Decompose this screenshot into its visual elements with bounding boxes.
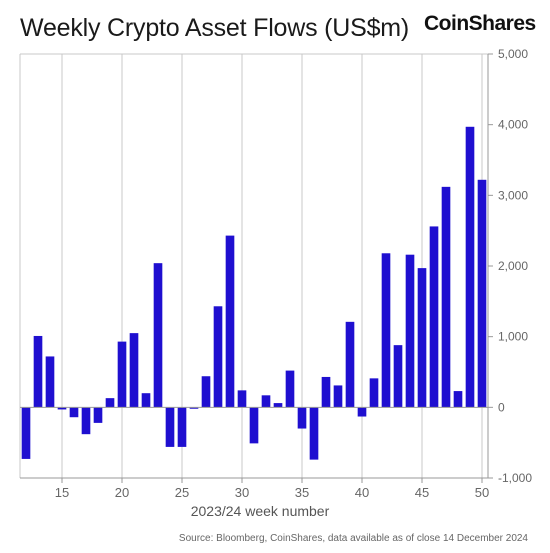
grid-layer	[61, 54, 483, 478]
x-tick-label: 15	[55, 485, 69, 500]
x-tick-label: 45	[415, 485, 429, 500]
brand-logo: CoinShares	[424, 12, 536, 35]
bar-week-29	[225, 235, 235, 408]
ticks-layer: -1,000 0 1,000 2,000 3,000 4,000 5,000 15 20 25 30…	[55, 47, 533, 500]
bar-week-48	[453, 391, 463, 408]
bar-week-22	[141, 393, 151, 408]
bar-week-38	[333, 385, 343, 408]
y-tick-label: 0	[498, 400, 505, 414]
chart-title: Weekly Crypto Asset Flows (US$m)	[20, 14, 410, 42]
bar-week-24	[165, 407, 175, 447]
bar-week-21	[129, 333, 139, 408]
bar-week-46	[429, 226, 439, 408]
bar-week-35	[297, 407, 307, 429]
bars-layer	[21, 126, 487, 460]
x-tick-label: 35	[295, 485, 309, 500]
y-tick-label: 4,000	[498, 118, 528, 132]
bar-week-47	[441, 186, 451, 408]
bar-week-30	[237, 390, 247, 408]
x-tick-label: 50	[475, 485, 489, 500]
x-tick-label: 30	[235, 485, 249, 500]
bar-week-41	[369, 378, 379, 408]
bar-week-36	[309, 407, 319, 460]
x-tick-label: 40	[355, 485, 369, 500]
bar-week-40	[357, 407, 367, 417]
bar-week-28	[213, 306, 223, 408]
x-axis-label: 2023/24 week number	[190, 503, 330, 519]
x-tick-label: 25	[175, 485, 189, 500]
bar-week-43	[393, 345, 403, 408]
bar-week-42	[381, 253, 391, 408]
y-tick-label: 3,000	[498, 188, 528, 202]
bar-week-50	[477, 179, 487, 408]
bar-week-17	[81, 407, 91, 435]
y-tick-label: 2,000	[498, 259, 528, 273]
x-tick-label: 20	[115, 485, 129, 500]
source-note: Source: Bloomberg, CoinShares, data avai…	[178, 533, 528, 544]
bar-week-26	[189, 407, 199, 409]
bar-week-32	[261, 395, 271, 408]
y-tick-label: 5,000	[498, 47, 528, 61]
bar-week-49	[465, 126, 475, 408]
bar-week-34	[285, 370, 295, 408]
bar-week-25	[177, 407, 187, 447]
bar-week-16	[69, 407, 79, 418]
bar-week-27	[201, 376, 211, 408]
bar-week-13	[33, 335, 43, 408]
bar-week-39	[345, 321, 355, 408]
y-tick-label: 1,000	[498, 330, 528, 344]
bar-week-20	[117, 341, 127, 408]
bar-week-31	[249, 407, 259, 444]
bar-week-15	[57, 407, 67, 410]
bar-week-19	[105, 398, 115, 408]
bar-week-37	[321, 376, 331, 408]
bar-week-23	[153, 263, 163, 408]
bar-week-33	[273, 403, 283, 408]
y-tick-label: -1,000	[498, 471, 532, 485]
bar-week-12	[21, 407, 31, 459]
bar-week-45	[417, 268, 427, 408]
bar-week-44	[405, 254, 415, 408]
bar-week-14	[45, 356, 55, 408]
bar-week-18	[93, 407, 103, 423]
